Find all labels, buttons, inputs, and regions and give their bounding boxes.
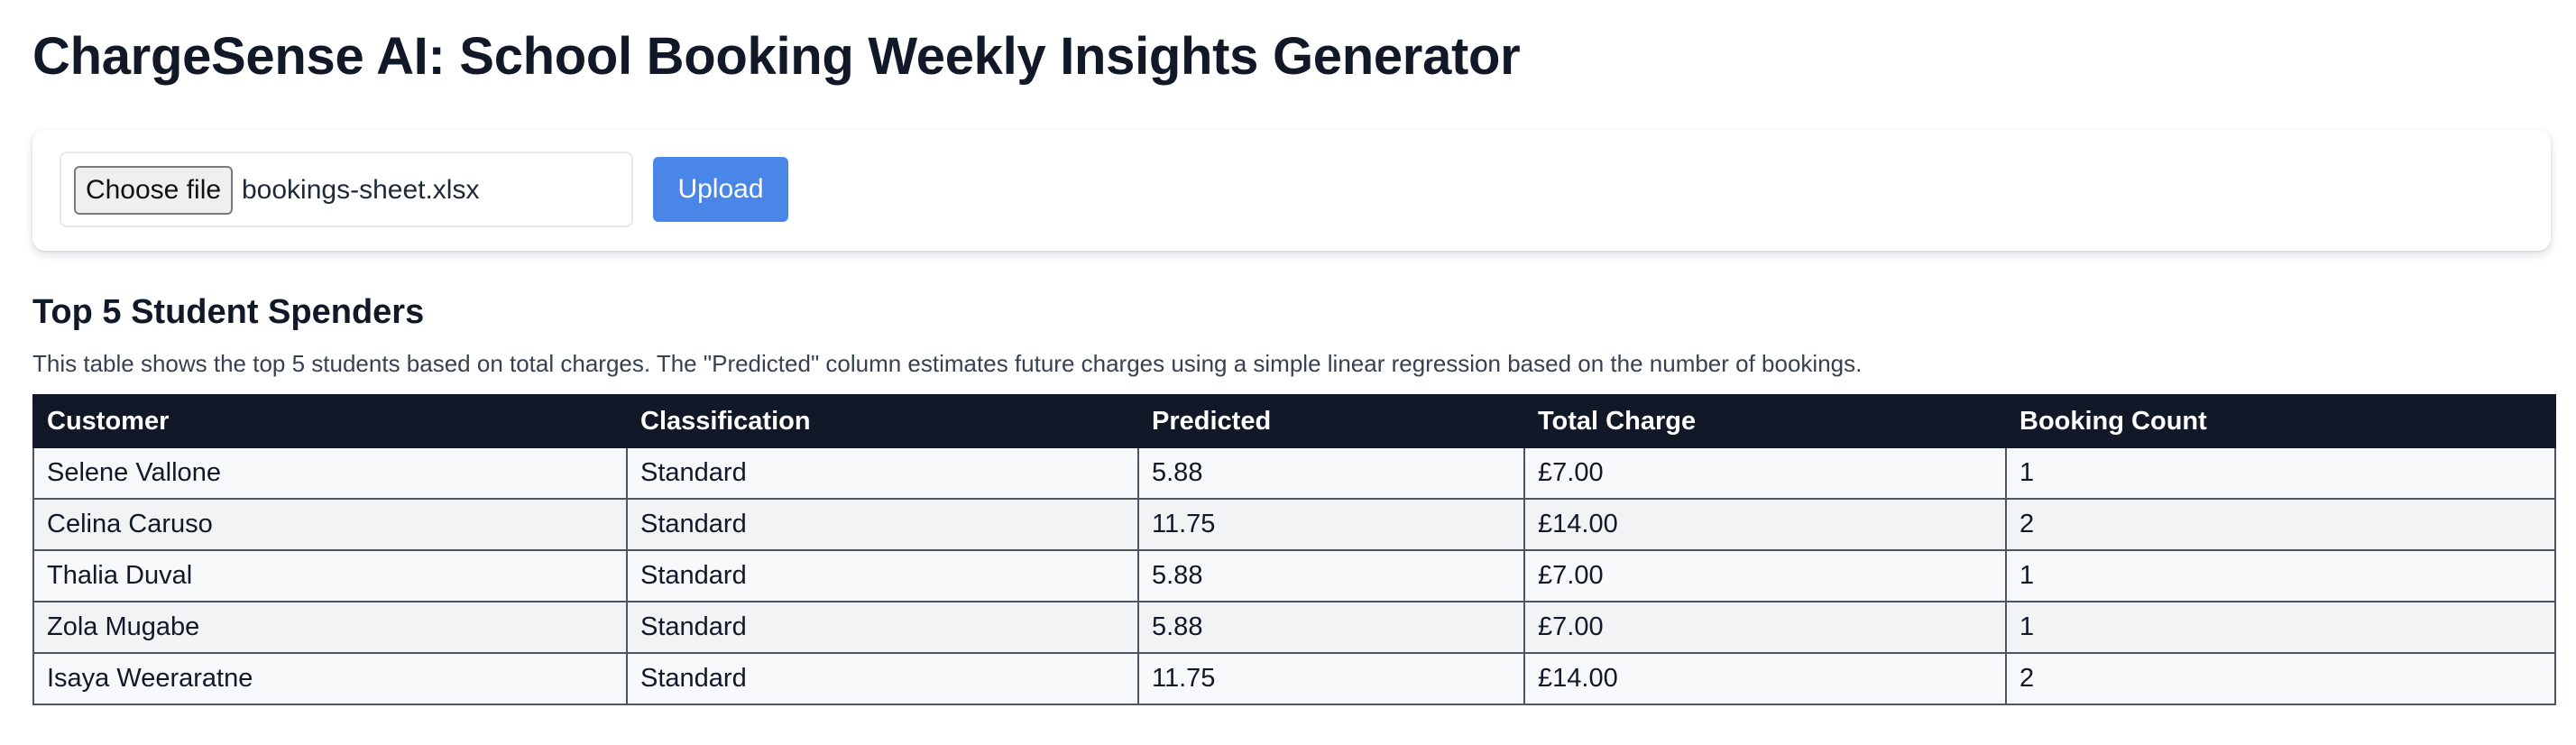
cell-customer: Celina Caruso [32,498,628,551]
cell-total-charge: £14.00 [1523,652,2007,705]
column-header-total-charge: Total Charge [1523,394,2007,448]
column-header-booking-count: Booking Count [2005,394,2556,448]
page-title: ChargeSense AI: School Booking Weekly In… [32,27,1521,86]
cell-classification: Standard [626,446,1139,500]
cell-predicted: 5.88 [1137,549,1525,602]
section-description: This table shows the top 5 students base… [32,350,1863,377]
cell-classification: Standard [626,652,1139,705]
table-row: Celina Caruso Standard 11.75 £14.00 2 [32,498,2556,551]
table-header-row: Customer Classification Predicted Total … [32,394,2556,448]
choose-file-button[interactable]: Choose file [74,166,233,215]
cell-predicted: 11.75 [1137,498,1525,551]
upload-card: Choose file bookings-sheet.xlsx Upload [32,130,2551,251]
cell-booking-count: 1 [2005,549,2556,602]
cell-classification: Standard [626,549,1139,602]
table-row: Selene Vallone Standard 5.88 £7.00 1 [32,446,2556,500]
column-header-predicted: Predicted [1137,394,1525,448]
table-row: Isaya Weeraratne Standard 11.75 £14.00 2 [32,652,2556,705]
top-spenders-table: Customer Classification Predicted Total … [32,394,2556,705]
cell-total-charge: £7.00 [1523,601,2007,654]
table-row: Thalia Duval Standard 5.88 £7.00 1 [32,549,2556,602]
cell-predicted: 11.75 [1137,652,1525,705]
cell-booking-count: 1 [2005,446,2556,500]
cell-total-charge: £14.00 [1523,498,2007,551]
cell-customer: Thalia Duval [32,549,628,602]
selected-file-name: bookings-sheet.xlsx [242,175,480,205]
cell-classification: Standard [626,601,1139,654]
cell-booking-count: 2 [2005,652,2556,705]
cell-predicted: 5.88 [1137,446,1525,500]
cell-classification: Standard [626,498,1139,551]
cell-customer: Selene Vallone [32,446,628,500]
column-header-classification: Classification [626,394,1139,448]
cell-total-charge: £7.00 [1523,446,2007,500]
cell-predicted: 5.88 [1137,601,1525,654]
section-title: Top 5 Student Spenders [32,293,425,331]
cell-booking-count: 2 [2005,498,2556,551]
cell-customer: Isaya Weeraratne [32,652,628,705]
cell-total-charge: £7.00 [1523,549,2007,602]
column-header-customer: Customer [32,394,628,448]
cell-customer: Zola Mugabe [32,601,628,654]
upload-button[interactable]: Upload [653,157,788,222]
file-input[interactable]: Choose file bookings-sheet.xlsx [60,152,633,227]
cell-booking-count: 1 [2005,601,2556,654]
table-row: Zola Mugabe Standard 5.88 £7.00 1 [32,601,2556,654]
